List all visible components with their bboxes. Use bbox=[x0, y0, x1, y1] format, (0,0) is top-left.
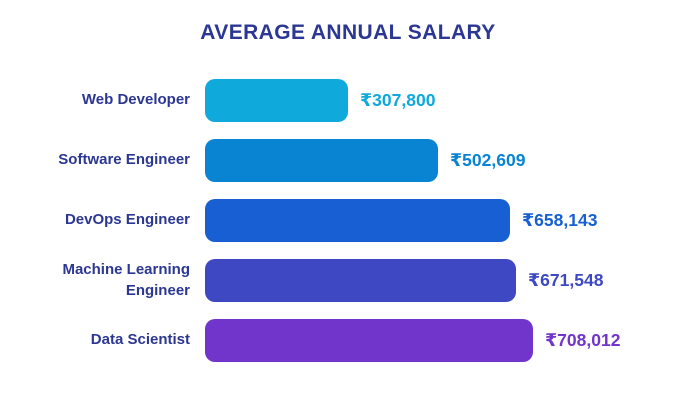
bar bbox=[205, 79, 348, 122]
value-label: ₹671,548 bbox=[528, 270, 604, 290]
chart-title: AVERAGE ANNUAL SALARY bbox=[200, 21, 496, 44]
bar bbox=[205, 259, 516, 302]
category-label: DevOps Engineer bbox=[64, 211, 190, 229]
category-label: Machine Learning Engineer bbox=[62, 261, 190, 299]
chart-row: Data Scientist ₹708,012 bbox=[0, 319, 696, 362]
value-label: ₹307,800 bbox=[360, 90, 436, 110]
chart-row: DevOps Engineer ₹658,143 bbox=[0, 199, 696, 242]
value-label: ₹658,143 bbox=[522, 210, 598, 230]
chart-row: Web Developer ₹307,800 bbox=[0, 79, 696, 122]
bar-chart: Web Developer ₹307,800 Software Engineer ₹5… bbox=[0, 79, 696, 362]
chart-row: Machine Learning Engineer ₹671,548 bbox=[0, 259, 696, 302]
category-label: Web Developer bbox=[81, 91, 190, 109]
value-label: ₹708,012 bbox=[545, 330, 621, 350]
chart-row: Software Engineer ₹502,609 bbox=[0, 139, 696, 182]
bar bbox=[205, 199, 510, 242]
bar bbox=[205, 319, 533, 362]
value-label: ₹502,609 bbox=[450, 150, 526, 170]
bar bbox=[205, 139, 438, 182]
category-label: Data Scientist bbox=[90, 331, 190, 349]
category-label: Software Engineer bbox=[58, 151, 190, 169]
